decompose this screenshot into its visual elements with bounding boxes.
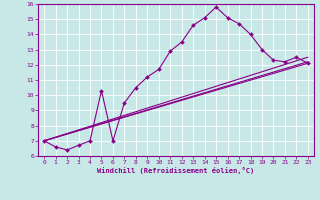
X-axis label: Windchill (Refroidissement éolien,°C): Windchill (Refroidissement éolien,°C) <box>97 167 255 174</box>
